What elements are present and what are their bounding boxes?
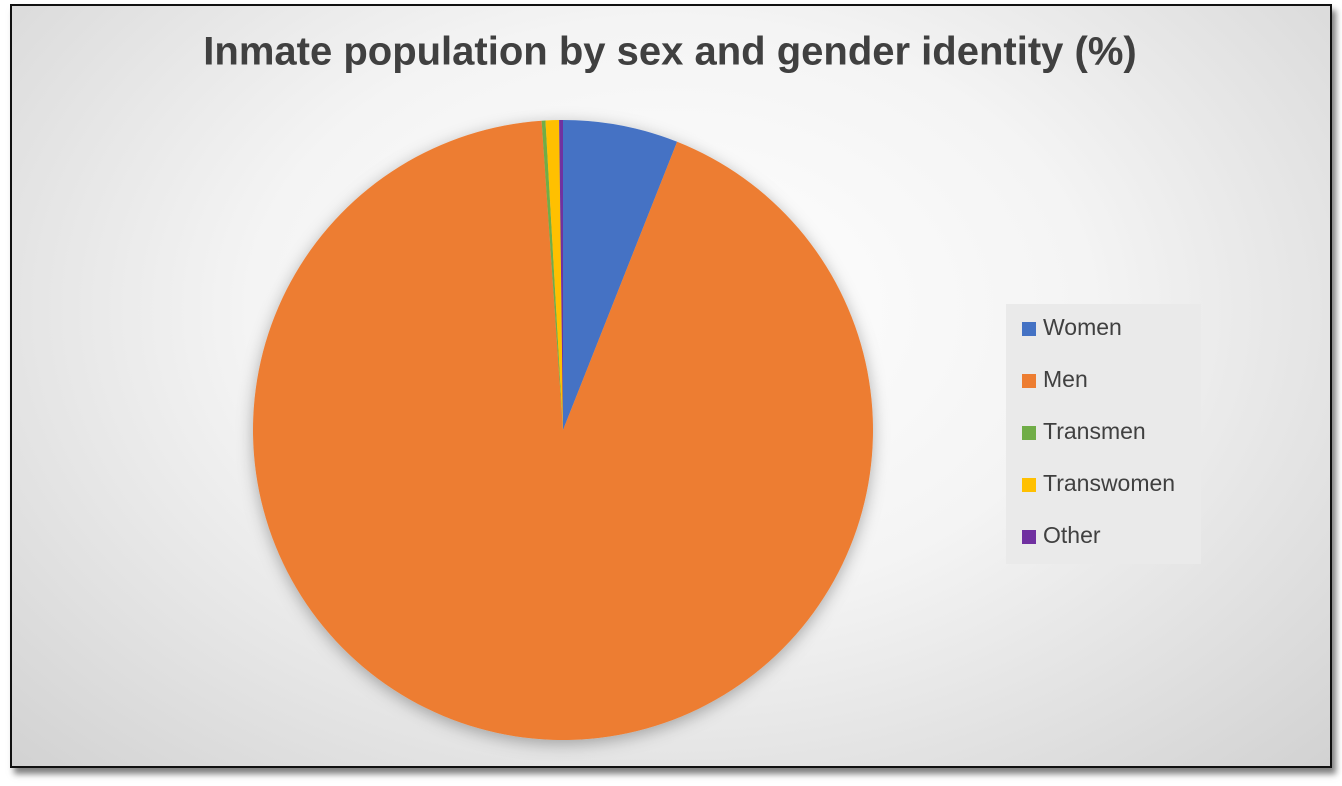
legend-swatch bbox=[1022, 530, 1036, 544]
pie-slice bbox=[559, 120, 563, 430]
legend-box bbox=[1006, 304, 1201, 564]
pie-slice bbox=[545, 120, 563, 430]
pie-slice bbox=[563, 120, 678, 430]
chart-title: Inmate population by sex and gender iden… bbox=[203, 30, 1136, 74]
pie bbox=[253, 120, 874, 741]
legend-swatch bbox=[1022, 322, 1036, 336]
legend-label: Women bbox=[1043, 314, 1122, 340]
pie-slice bbox=[253, 120, 874, 741]
legend-label: Transwomen bbox=[1043, 470, 1175, 496]
legend-swatch bbox=[1022, 374, 1036, 388]
legend-label: Transmen bbox=[1043, 418, 1146, 444]
legend-label: Other bbox=[1043, 522, 1101, 548]
legend-swatch bbox=[1022, 426, 1036, 440]
legend-swatch bbox=[1022, 478, 1036, 492]
legend-label: Men bbox=[1043, 366, 1088, 392]
pie-slice bbox=[541, 120, 563, 431]
